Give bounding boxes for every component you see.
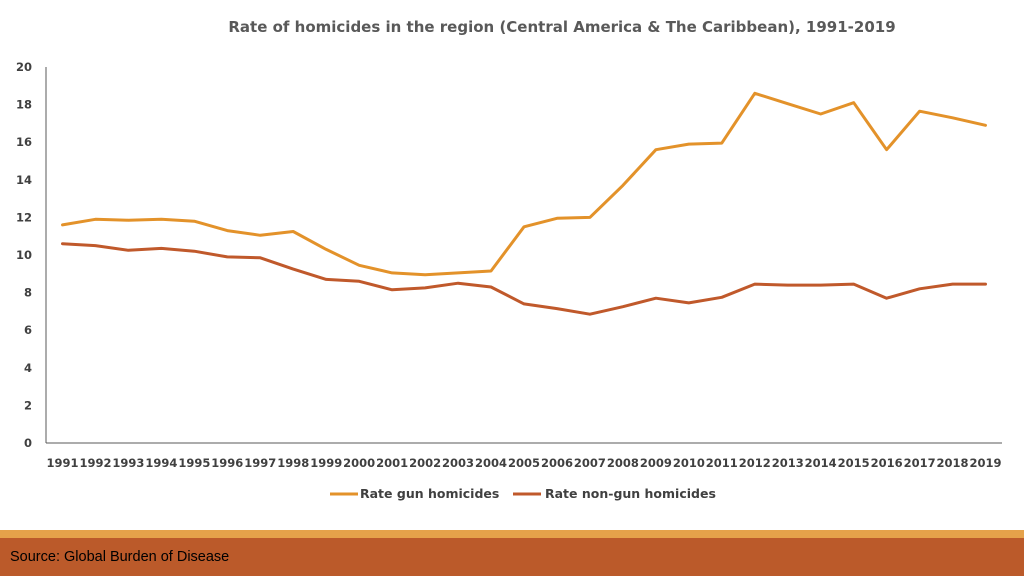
y-tick-label: 16	[16, 135, 32, 149]
x-tick-label: 2006	[541, 456, 573, 470]
x-tick-label: 1991	[46, 456, 78, 470]
x-tick-label: 1996	[211, 456, 243, 470]
source-text: Source: Global Burden of Disease	[10, 549, 230, 565]
x-tick-label: 2001	[376, 456, 408, 470]
series-line-gun	[61, 91, 987, 277]
series-line-non-gun	[61, 242, 987, 316]
y-tick-label: 0	[24, 436, 32, 450]
x-tick-label: 1998	[277, 456, 309, 470]
x-tick-label: 2011	[706, 456, 738, 470]
y-tick-label: 8	[24, 286, 32, 300]
y-tick-label: 6	[24, 323, 32, 337]
y-tick-label: 14	[16, 173, 32, 187]
x-tick-label: 1993	[112, 456, 144, 470]
x-tick-label: 1995	[178, 456, 210, 470]
x-tick-label: 2009	[640, 456, 672, 470]
legend-label: Rate gun homicides	[360, 486, 499, 501]
x-tick-label: 2004	[475, 456, 507, 470]
legend: Rate gun homicides Rate non-gun homicides	[330, 486, 716, 501]
y-tick-label: 2	[24, 398, 32, 412]
chart-title: Rate of homicides in the region (Central…	[228, 18, 896, 36]
y-tick-label: 20	[16, 60, 32, 74]
x-tick-label: 2005	[508, 456, 540, 470]
x-tick-label: 2012	[739, 456, 771, 470]
x-tick-label: 2007	[574, 456, 606, 470]
x-tick-label: 2008	[607, 456, 639, 470]
x-tick-label: 1992	[79, 456, 111, 470]
x-tick-label: 2019	[970, 456, 1002, 470]
x-tick-label: 2013	[772, 456, 804, 470]
y-tick-label: 10	[16, 248, 32, 262]
x-tick-label: 2003	[442, 456, 474, 470]
x-tick-label: 2018	[937, 456, 969, 470]
x-tick-label: 1994	[145, 456, 177, 470]
x-tick-label: 2014	[805, 456, 837, 470]
footer-bar: Source: Global Burden of Disease	[0, 538, 1024, 576]
x-tick-label: 2016	[871, 456, 903, 470]
x-tick-label: 2015	[838, 456, 870, 470]
x-tick-label: 2010	[673, 456, 705, 470]
x-tick-label: 2000	[343, 456, 375, 470]
y-tick-label: 12	[16, 210, 32, 224]
x-tick-label: 2017	[904, 456, 936, 470]
y-tick-label: 4	[24, 361, 32, 375]
y-tick-label: 18	[16, 98, 32, 112]
x-tick-label: 1997	[244, 456, 276, 470]
series-lines	[61, 91, 987, 316]
footer-accent-stripe	[0, 530, 1024, 538]
x-tick-label: 2002	[409, 456, 441, 470]
x-tick-label: 1999	[310, 456, 342, 470]
legend-label: Rate non-gun homicides	[545, 486, 716, 501]
y-axis-ticks: 0 2 4 6 8 10 12 14 16 18 20	[16, 60, 32, 450]
x-axis-ticks: 1991 1992 1993 1994 1995 1996 1997 1998 1999 2000…	[46, 456, 1001, 470]
